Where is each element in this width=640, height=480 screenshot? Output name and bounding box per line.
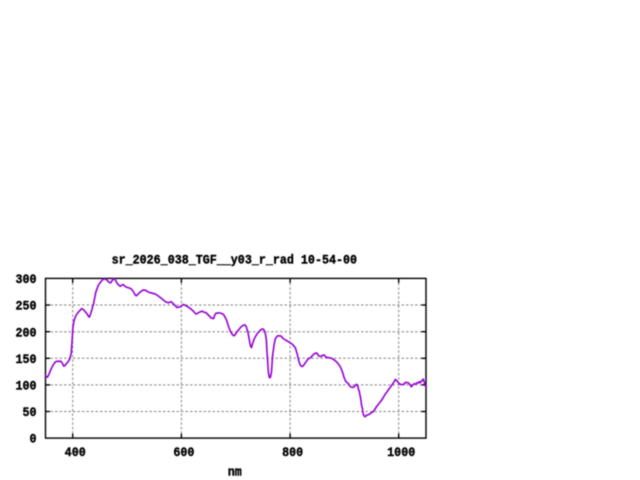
svg-text:200: 200 bbox=[15, 326, 36, 341]
svg-text:sr_2026_038_TGF__y03_r_rad 10-: sr_2026_038_TGF__y03_r_rad 10-54-00 bbox=[112, 253, 357, 268]
svg-text:50: 50 bbox=[22, 406, 36, 421]
svg-text:1000: 1000 bbox=[387, 445, 415, 460]
svg-text:400: 400 bbox=[65, 445, 86, 460]
svg-text:300: 300 bbox=[15, 272, 36, 287]
svg-text:nm: nm bbox=[228, 465, 242, 480]
svg-text:800: 800 bbox=[282, 445, 303, 460]
svg-text:0: 0 bbox=[29, 432, 36, 447]
svg-text:150: 150 bbox=[15, 352, 36, 367]
svg-text:100: 100 bbox=[15, 379, 36, 394]
svg-text:600: 600 bbox=[173, 445, 194, 460]
svg-text:250: 250 bbox=[15, 299, 36, 314]
